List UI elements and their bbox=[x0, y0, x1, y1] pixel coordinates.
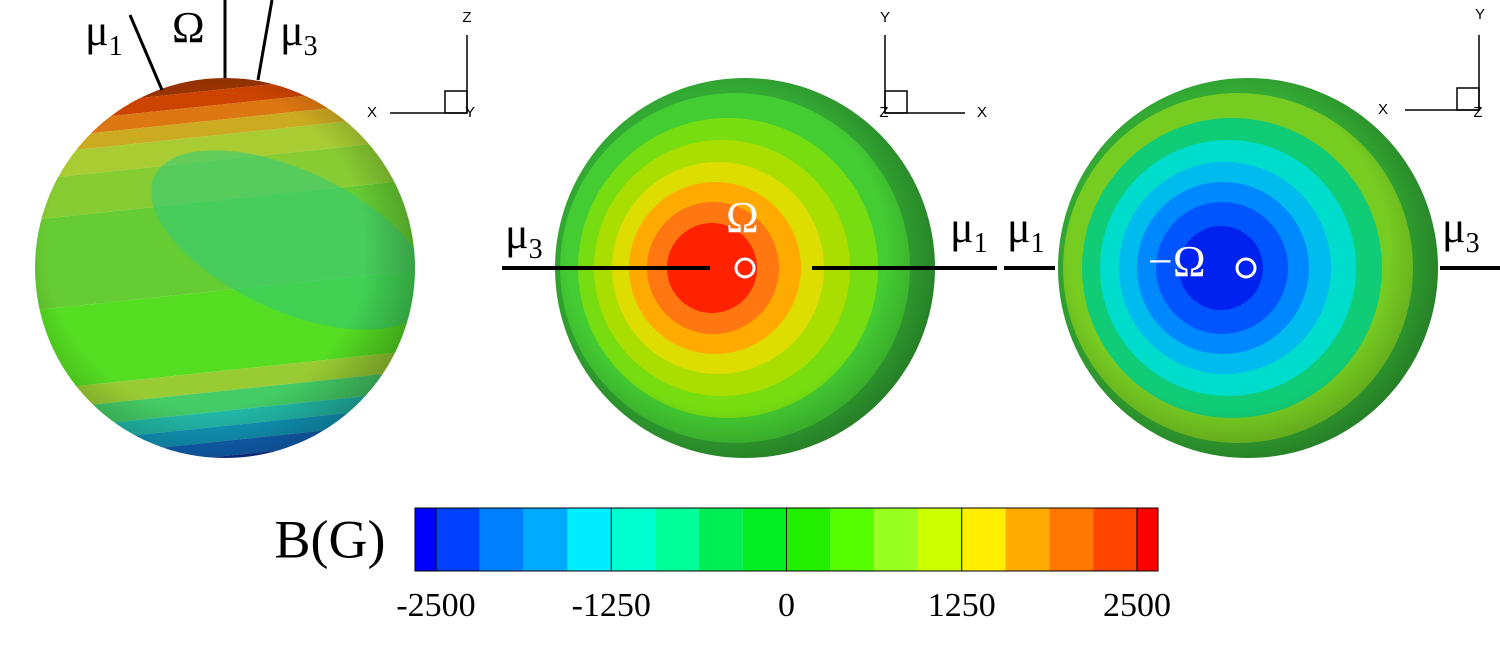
annotation: μ3 bbox=[280, 6, 318, 62]
annotation: Ω bbox=[726, 193, 759, 242]
axis-label: X bbox=[977, 104, 987, 121]
color-cell bbox=[874, 508, 918, 571]
marker bbox=[1235, 257, 1257, 279]
annotation-subscript: 3 bbox=[529, 234, 543, 265]
marker bbox=[734, 257, 756, 279]
tick-label: 0 bbox=[778, 587, 795, 624]
annotation-symbol: Ω bbox=[726, 193, 759, 242]
colorbar-label: B(G) bbox=[275, 509, 386, 569]
tick-label: 2500 bbox=[1103, 587, 1171, 624]
color-cell bbox=[479, 508, 524, 571]
annotation: μ1 bbox=[85, 6, 123, 62]
sphere bbox=[555, 78, 935, 458]
annotation-symbol: μ bbox=[1442, 203, 1466, 252]
annotation: μ3 bbox=[505, 209, 543, 265]
tick-label: 1250 bbox=[928, 587, 996, 624]
axis-label: Z bbox=[1473, 104, 1482, 121]
annotation-subscript: 3 bbox=[304, 31, 318, 62]
color-cell bbox=[1136, 508, 1158, 571]
color-cell bbox=[698, 508, 743, 571]
color-cell bbox=[567, 508, 612, 571]
color-cell bbox=[786, 508, 831, 571]
triad bbox=[390, 35, 1480, 114]
annotation-symbol: μ bbox=[950, 203, 974, 252]
color-cell bbox=[415, 508, 437, 571]
annotation-symbol: μ bbox=[1007, 203, 1031, 252]
annotation-symbol: μ bbox=[280, 6, 304, 55]
color-cell bbox=[436, 508, 480, 571]
sphere bbox=[35, 78, 415, 458]
axis-label: Y bbox=[880, 9, 890, 26]
tick-label: -2500 bbox=[396, 587, 475, 624]
tick-label: -1250 bbox=[572, 587, 651, 624]
axis-label: Z bbox=[462, 9, 471, 26]
axis-line bbox=[128, 14, 164, 91]
color-cell bbox=[830, 508, 875, 571]
color-cell bbox=[655, 508, 699, 571]
annotation-symbol: μ bbox=[505, 209, 529, 258]
annotation-subscript: 1 bbox=[974, 228, 988, 259]
axis-line bbox=[256, 0, 274, 81]
annotation-subscript: 3 bbox=[1466, 228, 1480, 259]
color-cell bbox=[1093, 508, 1137, 571]
color-cell bbox=[961, 508, 1006, 571]
axis-label: Z bbox=[879, 104, 888, 121]
color-cell bbox=[523, 508, 568, 571]
axis-label: X bbox=[367, 104, 377, 121]
annotation: μ1 bbox=[1007, 203, 1045, 259]
color-cell bbox=[1005, 508, 1050, 571]
annotation: μ1 bbox=[950, 203, 988, 259]
annotation-symbol: μ bbox=[85, 6, 109, 55]
annotation-symbol: Ω bbox=[172, 3, 205, 52]
axis-label: Y bbox=[465, 104, 475, 121]
color-cell bbox=[1049, 508, 1094, 571]
color-cell bbox=[742, 508, 787, 571]
axis-label: X bbox=[1378, 101, 1388, 118]
annotation: μ3 bbox=[1442, 203, 1480, 259]
annotation-subscript: 1 bbox=[1031, 228, 1045, 259]
annotation: Ω bbox=[172, 3, 205, 52]
annotation-symbol: −Ω bbox=[1148, 237, 1206, 286]
color-cell bbox=[611, 508, 656, 571]
annotation: −Ω bbox=[1148, 237, 1206, 286]
annotation-subscript: 1 bbox=[109, 31, 123, 62]
color-cell bbox=[917, 508, 962, 571]
sphere bbox=[1058, 78, 1438, 458]
axis-label: Y bbox=[1475, 6, 1485, 23]
